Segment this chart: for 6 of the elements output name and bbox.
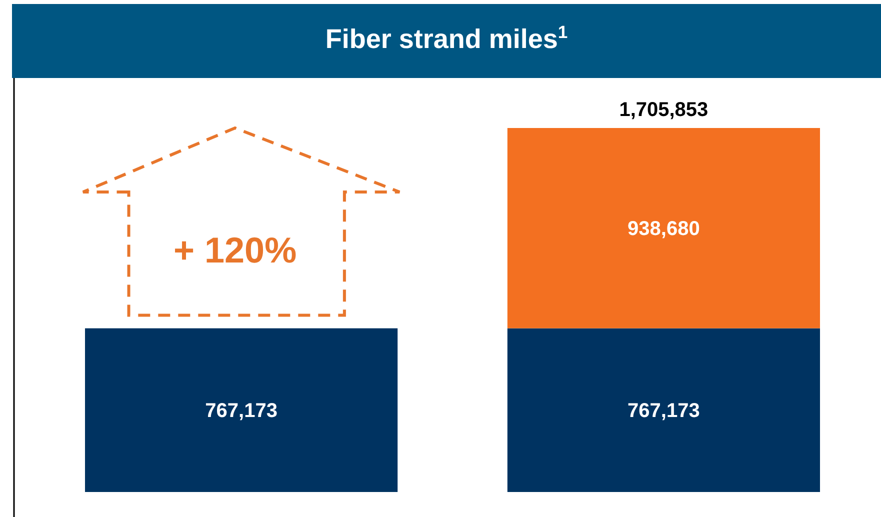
annotation: + 120% [173,230,297,271]
chart-title: Fiber strand miles$^{1}$ [325,22,568,54]
data-label: 767,173 [628,400,700,422]
data-label: 767,173 [205,400,278,422]
data-label: 938,680 [628,218,700,240]
total-label: 1,705,853 [619,99,708,121]
